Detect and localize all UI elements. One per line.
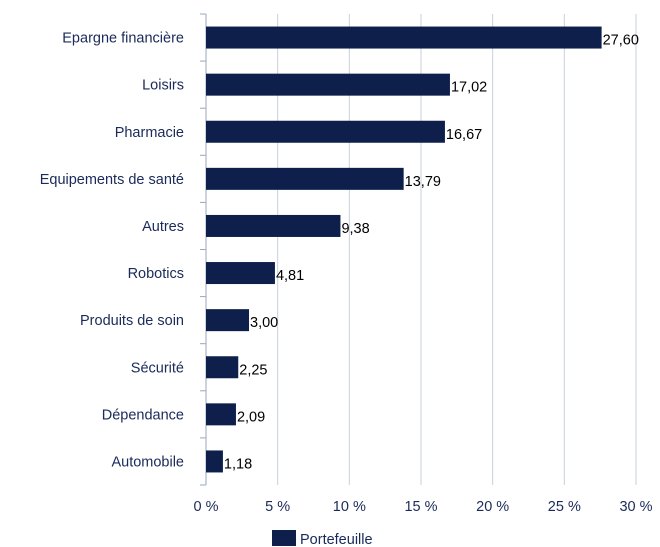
legend: Portefeuille <box>272 530 373 547</box>
data-label: 2,25 <box>239 362 267 378</box>
category-label: Dépendance <box>102 407 184 423</box>
category-label: Sécurité <box>131 360 184 376</box>
category-label: Automobile <box>111 454 184 470</box>
category-label: Robotics <box>128 266 184 282</box>
bar <box>206 309 249 332</box>
legend-label: Portefeuille <box>300 532 373 547</box>
x-tick-label: 5 % <box>265 499 290 515</box>
data-label: 27,60 <box>603 33 639 49</box>
data-label: 9,38 <box>341 221 369 237</box>
category-label: Produits de soin <box>80 313 184 329</box>
category-label: Autres <box>142 219 184 235</box>
legend-swatch <box>272 530 296 546</box>
bars <box>206 26 602 473</box>
bar <box>206 73 450 96</box>
bar <box>206 167 404 190</box>
bar <box>206 450 223 473</box>
data-label: 1,18 <box>224 456 252 472</box>
data-label: 16,67 <box>446 127 482 143</box>
data-label: 3,00 <box>250 315 278 331</box>
bar <box>206 262 275 285</box>
bar <box>206 120 445 143</box>
data-label: 2,09 <box>237 409 265 425</box>
x-tick-label: 25 % <box>548 499 581 515</box>
bar <box>206 26 602 49</box>
labels: 0 % 5 % 10 % 15 % 20 % 25 % 30 % Epargne financ… <box>40 31 653 515</box>
category-label: Equipements de santé <box>40 172 184 188</box>
data-label: 4,81 <box>276 268 304 284</box>
x-tick-label: 0 % <box>194 499 219 515</box>
data-label: 13,79 <box>405 174 441 190</box>
x-tick-label: 15 % <box>404 499 437 515</box>
bar <box>206 403 236 426</box>
data-label: 17,02 <box>451 80 487 96</box>
category-label: Pharmacie <box>115 125 184 141</box>
x-tick-label: 30 % <box>619 499 652 515</box>
bar <box>206 356 239 379</box>
x-tick-label: 10 % <box>333 499 366 515</box>
x-tick-label: 20 % <box>476 499 509 515</box>
category-label: Loisirs <box>142 78 184 94</box>
category-label: Epargne financière <box>62 31 184 47</box>
bar <box>206 214 341 237</box>
